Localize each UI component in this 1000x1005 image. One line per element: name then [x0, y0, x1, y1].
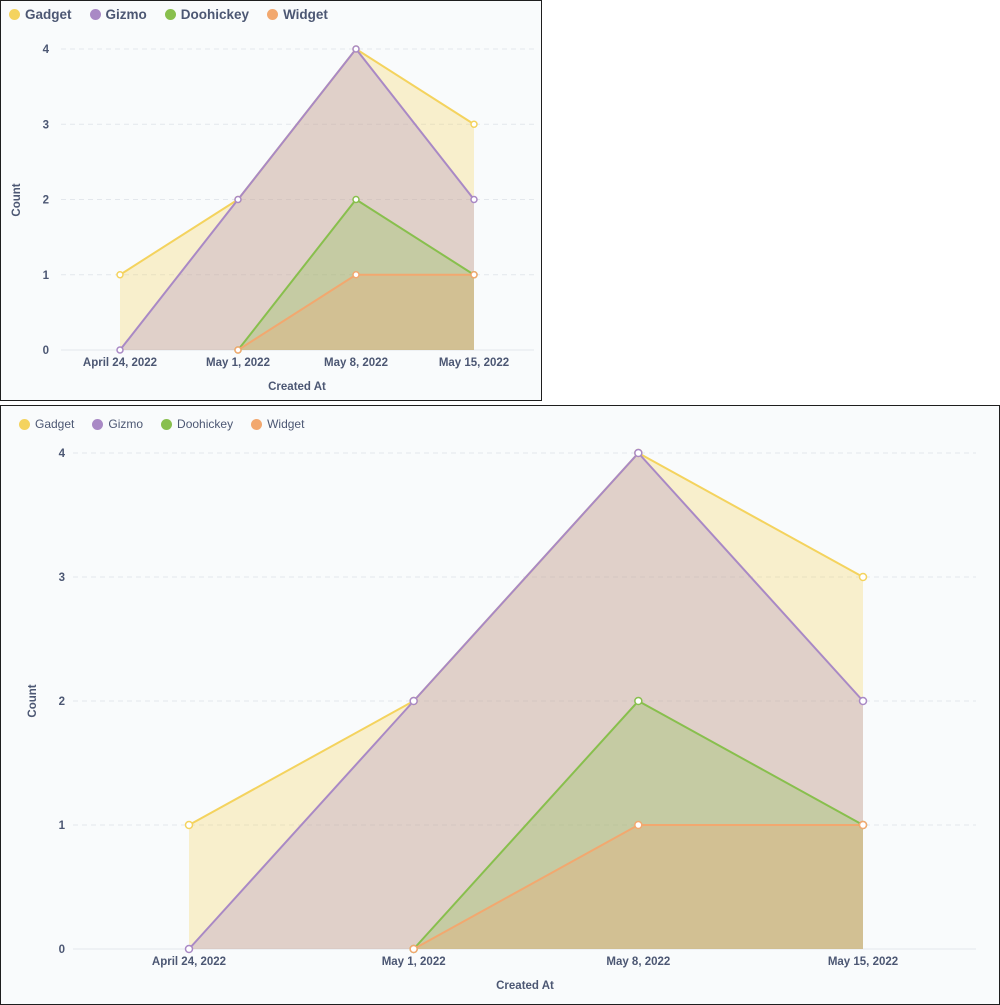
- y-tick-label: 2: [59, 696, 65, 708]
- x-tick-label: May 1, 2022: [382, 956, 446, 968]
- y-tick-label: 3: [43, 119, 49, 131]
- point-gizmo: [634, 448, 643, 458]
- y-axis-title: Count: [11, 183, 23, 216]
- legend-item-gizmo[interactable]: Gizmo: [92, 417, 143, 431]
- point-gizmo: [352, 45, 360, 53]
- area-chart-compact: 0 1 2 3 4 April 24, 2022 May 1, 2022 May 8, 202…: [11, 44, 534, 393]
- x-axis-title: Created At: [268, 381, 326, 393]
- chart-legend: Gadget Gizmo Doohickey Widget: [19, 417, 322, 431]
- point-gadget: [470, 120, 478, 128]
- chart-panel-large: Gadget Gizmo Doohickey Widget 0 1 2 3 4 April…: [0, 405, 1000, 1005]
- x-tick-label: May 15, 2022: [828, 956, 898, 968]
- legend-dot-doohickey: [164, 9, 176, 20]
- legend-item-gadget[interactable]: Gadget: [9, 7, 72, 22]
- point-gadget: [184, 820, 194, 830]
- y-axis-title: Count: [27, 684, 39, 717]
- point-widget: [234, 346, 242, 354]
- point-gizmo: [858, 696, 868, 706]
- legend-label: Doohickey: [177, 417, 234, 431]
- legend-label: Gizmo: [108, 417, 144, 431]
- line-gizmo: [188, 452, 864, 950]
- legend-item-doohickey[interactable]: Doohickey: [161, 417, 233, 431]
- line-gizmo: [119, 48, 475, 351]
- y-tick-label: 0: [43, 345, 49, 357]
- legend-dot-widget: [267, 9, 279, 20]
- legend-item-gadget[interactable]: Gadget: [19, 417, 74, 431]
- legend-item-gizmo[interactable]: Gizmo: [89, 7, 147, 22]
- point-widget: [352, 271, 360, 279]
- point-widget: [409, 944, 418, 954]
- point-gadget: [116, 271, 124, 279]
- x-tick-label: May 8, 2022: [324, 357, 388, 369]
- legend-dot-gizmo: [92, 418, 104, 430]
- area-widget: [238, 274, 474, 350]
- legend-dot-gadget: [9, 9, 20, 20]
- x-tick-label: May 15, 2022: [439, 357, 509, 369]
- legend-label: Widget: [267, 417, 305, 431]
- point-gizmo: [470, 195, 478, 204]
- x-tick-label: April 24, 2022: [83, 357, 157, 369]
- y-tick-label: 0: [59, 944, 65, 956]
- y-tick-label: 4: [43, 44, 50, 56]
- legend-item-doohickey[interactable]: Doohickey: [164, 7, 250, 22]
- chart-legend: Gadget Gizmo Doohickey Widget: [9, 7, 346, 22]
- point-widget: [634, 820, 643, 830]
- x-axis-title: Created At: [496, 980, 554, 992]
- legend-dot-doohickey: [161, 418, 173, 430]
- legend-label: Gizmo: [105, 7, 147, 22]
- point-gizmo: [409, 696, 418, 706]
- y-tick-label: 1: [43, 270, 50, 282]
- chart-panel-compact: Gadget Gizmo Doohickey Widget 0 1 2 3 4 April…: [0, 0, 542, 401]
- point-gadget: [858, 572, 868, 582]
- point-widget: [470, 271, 478, 279]
- legend-label: Widget: [283, 7, 328, 22]
- point-doohickey: [352, 195, 360, 204]
- point-gizmo: [184, 944, 194, 954]
- y-tick-label: 1: [59, 820, 66, 832]
- x-tick-label: May 1, 2022: [206, 357, 270, 369]
- point-gizmo: [116, 346, 124, 354]
- area-chart-large: 0 1 2 3 4 April 24, 2022 May 1, 2022 May 8, 202…: [27, 448, 976, 992]
- x-tick-label: May 8, 2022: [606, 956, 670, 968]
- legend-dot-gizmo: [89, 9, 101, 20]
- legend-item-widget[interactable]: Widget: [251, 417, 304, 431]
- point-widget: [858, 820, 868, 830]
- area-widget: [413, 825, 863, 949]
- legend-label: Gadget: [25, 7, 72, 22]
- point-gizmo: [234, 195, 242, 204]
- point-doohickey: [634, 696, 643, 706]
- y-tick-label: 2: [43, 195, 49, 207]
- legend-label: Doohickey: [180, 7, 250, 22]
- legend-dot-widget: [251, 418, 263, 430]
- y-tick-label: 3: [59, 572, 65, 584]
- legend-item-widget[interactable]: Widget: [267, 7, 328, 22]
- legend-dot-gadget: [19, 418, 30, 430]
- x-tick-label: April 24, 2022: [152, 956, 226, 968]
- y-tick-label: 4: [59, 448, 66, 460]
- legend-label: Gadget: [35, 417, 75, 431]
